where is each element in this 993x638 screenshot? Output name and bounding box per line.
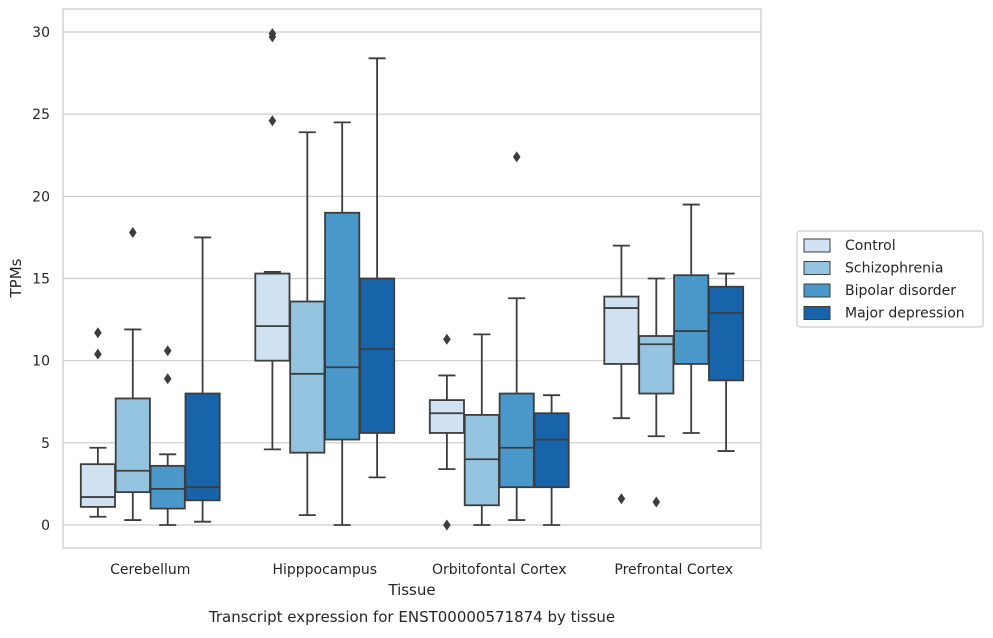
outlier-point: [652, 496, 661, 508]
legend-frame: [796, 230, 984, 328]
iqr-box: [254, 272, 291, 362]
iqr-box: [184, 392, 221, 502]
box-control-0: [79, 327, 116, 518]
legend-swatch: [803, 283, 831, 298]
grid-lines: [63, 31, 761, 526]
outlier-point: [512, 151, 521, 163]
iqr-box: [638, 335, 675, 395]
legend-swatch: [803, 306, 831, 320]
legend: Control Schizophrenia Bipolar disorder Majo…: [796, 230, 984, 328]
box-schizophrenia-3: [638, 277, 675, 508]
iqr-box: [428, 399, 465, 434]
y-tick-label: 25: [32, 107, 50, 123]
y-tick-label: 0: [41, 518, 50, 534]
box-schizophrenia-1: [289, 131, 326, 517]
legend-item: Major depression: [803, 306, 965, 322]
box-control-1: [254, 28, 291, 451]
figure-caption: Transcript expression for ENST0000057187…: [208, 608, 615, 626]
box-control-3: [603, 244, 640, 505]
x-tick-labels: Cerebellum Hipppocampus Orbitofontal Corte…: [110, 562, 733, 578]
outlier-point: [617, 493, 626, 505]
iqr-box: [498, 392, 535, 489]
outlier-point: [443, 519, 451, 531]
y-axis-label: TPMs: [7, 258, 25, 298]
legend-label: Bipolar disorder: [845, 283, 956, 299]
iqr-box: [603, 295, 640, 365]
box-schizophrenia-0: [114, 226, 151, 521]
box-major-depression-3: [708, 272, 745, 452]
x-tick-label: Cerebellum: [110, 562, 190, 578]
outlier-point: [94, 348, 102, 360]
iqr-box: [673, 274, 710, 365]
legend-item: Schizophrenia: [803, 261, 943, 277]
outlier-point: [163, 373, 172, 385]
legend-label: Major depression: [845, 306, 965, 322]
box-bipolar-disorder-2: [498, 151, 535, 521]
x-tick-label: Hipppocampus: [272, 562, 377, 578]
outlier-point: [268, 115, 277, 127]
box-bipolar-disorder-3: [673, 203, 710, 434]
iqr-box: [289, 300, 326, 454]
box-groups: [79, 28, 745, 531]
box-schizophrenia-2: [463, 333, 500, 526]
x-tick-label: Orbitofontal Cortex: [432, 562, 567, 578]
outlier-point: [129, 226, 137, 238]
y-tick-labels: 0 5 10 15 20 25 30: [32, 25, 50, 534]
iqr-box: [324, 211, 361, 441]
y-tick-label: 20: [32, 189, 50, 205]
legend-item: Bipolar disorder: [803, 283, 956, 299]
iqr-box: [79, 463, 116, 508]
plot-frame: [62, 8, 762, 549]
iqr-box: [359, 277, 396, 434]
y-tick-label: 5: [41, 436, 50, 452]
box-major-depression-0: [184, 236, 221, 523]
iqr-box: [149, 464, 186, 510]
iqr-box: [114, 397, 151, 494]
box-bipolar-disorder-0: [149, 345, 186, 526]
iqr-box: [533, 412, 570, 489]
outlier-point: [163, 345, 172, 357]
legend-swatch: [803, 261, 831, 275]
legend-label: Control: [845, 238, 896, 254]
box-major-depression-1: [359, 57, 396, 479]
x-tick-label: Prefrontal Cortex: [614, 562, 733, 578]
outlier-point: [443, 333, 451, 345]
box-major-depression-2: [533, 394, 570, 526]
y-tick-label: 10: [32, 354, 50, 370]
outlier-point: [268, 28, 277, 40]
legend-swatch: [803, 238, 831, 253]
outlier-point: [94, 327, 102, 339]
iqr-box: [708, 285, 745, 382]
legend-item: Control: [803, 238, 896, 254]
box-bipolar-disorder-1: [324, 121, 361, 526]
x-axis-label: Tissue: [387, 581, 435, 599]
y-tick-label: 15: [32, 272, 50, 288]
box-control-2: [428, 333, 465, 531]
legend-label: Schizophrenia: [845, 261, 943, 277]
y-tick-label: 30: [32, 25, 50, 41]
